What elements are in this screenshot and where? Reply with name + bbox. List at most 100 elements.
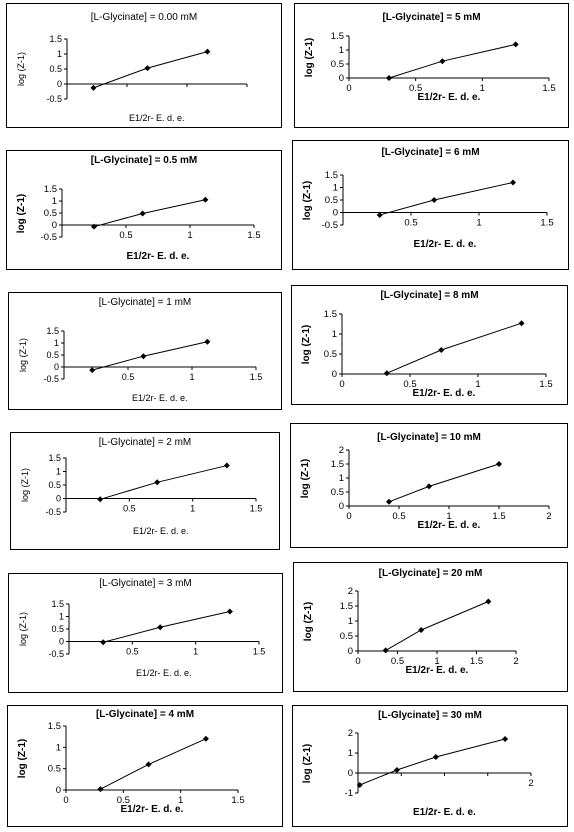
data-point xyxy=(512,41,519,48)
y-tick-label: 0 xyxy=(348,646,353,657)
chart-title: [L-Glycinate] = 5 mM xyxy=(382,12,481,23)
chart-title: [L-Glycinate] = 20 mM xyxy=(378,568,483,579)
y-axis-label: log (Z-1) xyxy=(15,193,27,233)
y-tick-label: 0 xyxy=(333,208,338,219)
data-point xyxy=(223,462,230,469)
y-tick-label: 1 xyxy=(52,196,57,207)
data-point xyxy=(91,223,97,230)
y-tick-label: 1 xyxy=(348,616,353,627)
chart-plot: -0.5 0 0.5 1 1.5 xyxy=(46,34,248,104)
x-tick-label: 1 xyxy=(480,83,485,94)
data-point xyxy=(145,761,152,768)
y-tick-label: 1 xyxy=(348,748,353,759)
y-tick-label: 1.5 xyxy=(331,31,344,42)
y-tick-label: 0 xyxy=(332,369,337,380)
chart-panel: [L-Glycinate] = 5 mM 0 0.5 1 1.5 0 0.5 1 1.5 E1/2… xyxy=(294,3,569,128)
x-axis-label: E1/2r- E. d. e. xyxy=(133,526,189,536)
x-axis-label: E1/2r- E. d. e. xyxy=(126,251,190,262)
chart-panel: [L-Glycinate] = 4 mM 0 0.5 1 1.5 0 0.5 1 1.5 E1/2… xyxy=(7,705,283,827)
data-point xyxy=(204,48,211,55)
x-tick-label: 1 xyxy=(446,511,451,522)
y-axis-label: log (Z-1) xyxy=(299,458,311,498)
x-axis-label: E1/2r- E. d. e. xyxy=(413,239,477,250)
x-tick-label: 2 xyxy=(546,511,551,522)
x-tick-label: 1.5 xyxy=(470,656,483,667)
x-tick-label: 1.5 xyxy=(231,795,244,806)
data-point xyxy=(204,338,211,345)
x-tick-label: 0.5 xyxy=(123,504,136,514)
chart-plot: -0.500.511.50.5 1 1.5 xyxy=(45,453,262,517)
y-axis-label: log (Z-1) xyxy=(302,601,314,641)
x-tick-label: 1.5 xyxy=(247,230,260,241)
y-axis-label: log (Z-1) xyxy=(18,337,29,373)
chart-plot: 0 0.5 1 1.5 0 0.5 1 1.5 xyxy=(48,721,245,806)
chart-plot: -0.500.511.50.5 1 1.5 xyxy=(43,326,262,384)
chart-plot: -0.500.511.50.5 1 1.5 xyxy=(41,184,261,243)
x-tick-label: 1.5 xyxy=(253,647,266,657)
y-tick-label: 0 xyxy=(56,494,61,504)
x-axis-label: E1/2r- E. d. e. xyxy=(412,388,476,399)
y-tick-label: 1.5 xyxy=(46,326,59,336)
chart-plot: -0.500.511.50.5 1 1.5 xyxy=(48,599,266,659)
chart-panel: [L-Glycinate] = 20 mM 0 0.5 1 1.5 2 0 0.5 1 1.5 2 E… xyxy=(293,562,568,692)
y-tick-label: 1 xyxy=(333,183,338,194)
y-tick-label: 0.5 xyxy=(324,349,337,360)
y-axis-label: log (Z-1) xyxy=(20,467,31,503)
data-point xyxy=(157,624,164,631)
x-tick-label: 1 xyxy=(193,647,198,657)
y-tick-label: 0 xyxy=(339,501,344,512)
x-tick-label: 1 xyxy=(434,656,439,667)
y-tick-label: 0 xyxy=(348,768,353,779)
data-point xyxy=(97,786,104,793)
x-axis-label: E1/2r- E. d. e. xyxy=(120,804,184,815)
chart-title: [L-Glycinate] = 4 mM xyxy=(95,709,195,720)
chart-title: [L-Glycinate] = 3 mM xyxy=(99,578,192,589)
x-axis-label: E1/2r- E. d. e. xyxy=(413,807,476,818)
x-tick-label: 0 xyxy=(355,656,360,667)
y-tick-label: 2 xyxy=(348,728,353,739)
data-point xyxy=(386,498,392,505)
data-point xyxy=(418,627,425,633)
x-tick-label: 0 xyxy=(63,795,68,806)
data-point xyxy=(432,754,439,760)
series-line xyxy=(385,601,489,651)
chart-plot: 0 0.5 1 1.5 0 0.5 1 1.5 xyxy=(331,31,556,94)
data-point xyxy=(139,210,146,217)
chart-title: [L-Glycinate] = 0.5 mM xyxy=(90,155,198,166)
y-tick-label: 0 xyxy=(56,785,61,796)
y-tick-label: 1 xyxy=(56,742,61,753)
y-tick-label: -0.5 xyxy=(48,649,64,659)
series-line xyxy=(100,465,227,500)
y-tick-label: 0.5 xyxy=(46,350,59,360)
data-point xyxy=(144,65,151,72)
data-point xyxy=(439,58,446,65)
x-tick-label: 0.5 xyxy=(391,656,404,667)
y-tick-label: 1.5 xyxy=(49,34,62,44)
y-tick-label: 0.5 xyxy=(49,64,62,74)
data-point xyxy=(140,353,147,360)
x-tick-label: 1.5 xyxy=(540,218,553,229)
chart-panel: [L-Glycinate] = 30 mM -1 0 1 2 2 E1/2r- E. d. … xyxy=(292,705,568,827)
y-tick-label: 1.5 xyxy=(48,721,61,732)
y-axis-label: log (Z-1) xyxy=(18,611,29,647)
y-tick-label: 0.5 xyxy=(325,195,338,206)
y-tick-label: 0.5 xyxy=(48,764,61,775)
chart-title: [L-Glycinate] = 1 mM xyxy=(98,297,192,308)
x-tick-label: 0 xyxy=(339,379,344,390)
series-line xyxy=(93,199,206,228)
x-tick-label: 0.5 xyxy=(122,372,135,382)
x-tick-label: 1.5 xyxy=(539,379,552,390)
y-tick-label: 0 xyxy=(59,637,64,647)
y-tick-label: -0.5 xyxy=(45,507,61,517)
x-tick-label: 1.5 xyxy=(542,83,555,94)
y-tick-label: -1 xyxy=(345,788,353,799)
data-point xyxy=(518,320,525,327)
series-line xyxy=(359,738,506,786)
y-tick-label: -0.5 xyxy=(322,220,338,231)
chart-plot: -1 0 1 2 2 xyxy=(345,728,534,799)
data-point xyxy=(202,196,209,203)
data-point xyxy=(502,736,509,742)
data-point xyxy=(383,370,390,377)
y-tick-label: 1.5 xyxy=(340,601,353,612)
x-axis-label: E1/2r- E. d. e. xyxy=(405,665,469,676)
